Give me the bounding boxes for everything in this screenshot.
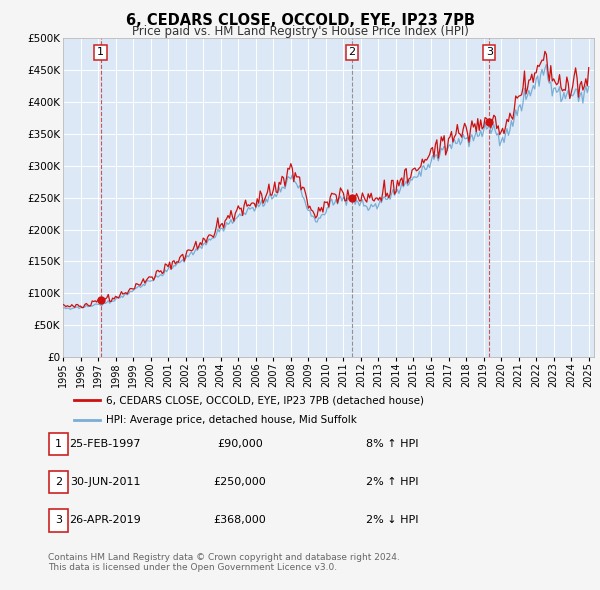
Text: £250,000: £250,000 [214, 477, 266, 487]
Text: 30-JUN-2011: 30-JUN-2011 [70, 477, 140, 487]
Text: 6, CEDARS CLOSE, OCCOLD, EYE, IP23 7PB (detached house): 6, CEDARS CLOSE, OCCOLD, EYE, IP23 7PB (… [106, 395, 424, 405]
Text: 3: 3 [55, 516, 62, 525]
Text: 2% ↑ HPI: 2% ↑ HPI [366, 477, 419, 487]
Text: 26-APR-2019: 26-APR-2019 [69, 516, 141, 525]
Text: 6, CEDARS CLOSE, OCCOLD, EYE, IP23 7PB: 6, CEDARS CLOSE, OCCOLD, EYE, IP23 7PB [125, 13, 475, 28]
Text: 1: 1 [55, 439, 62, 448]
Text: This data is licensed under the Open Government Licence v3.0.: This data is licensed under the Open Gov… [48, 563, 337, 572]
Text: 3: 3 [486, 47, 493, 57]
Text: £368,000: £368,000 [214, 516, 266, 525]
Text: 8% ↑ HPI: 8% ↑ HPI [366, 439, 419, 448]
Text: 1: 1 [97, 47, 104, 57]
Text: 2: 2 [349, 47, 356, 57]
Text: 2: 2 [55, 477, 62, 487]
Text: Price paid vs. HM Land Registry's House Price Index (HPI): Price paid vs. HM Land Registry's House … [131, 25, 469, 38]
Text: 25-FEB-1997: 25-FEB-1997 [69, 439, 141, 448]
Text: £90,000: £90,000 [217, 439, 263, 448]
Text: 2% ↓ HPI: 2% ↓ HPI [366, 516, 419, 525]
Text: HPI: Average price, detached house, Mid Suffolk: HPI: Average price, detached house, Mid … [106, 415, 357, 425]
Text: Contains HM Land Registry data © Crown copyright and database right 2024.: Contains HM Land Registry data © Crown c… [48, 553, 400, 562]
